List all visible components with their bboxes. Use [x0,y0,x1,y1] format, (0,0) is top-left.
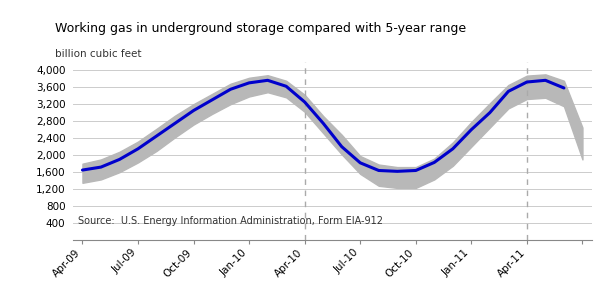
Text: billion cubic feet: billion cubic feet [55,49,142,59]
Text: Working gas in underground storage compared with 5-year range: Working gas in underground storage compa… [55,22,466,34]
Text: Source:  U.S. Energy Information Administration, Form EIA-912: Source: U.S. Energy Information Administ… [78,216,383,226]
